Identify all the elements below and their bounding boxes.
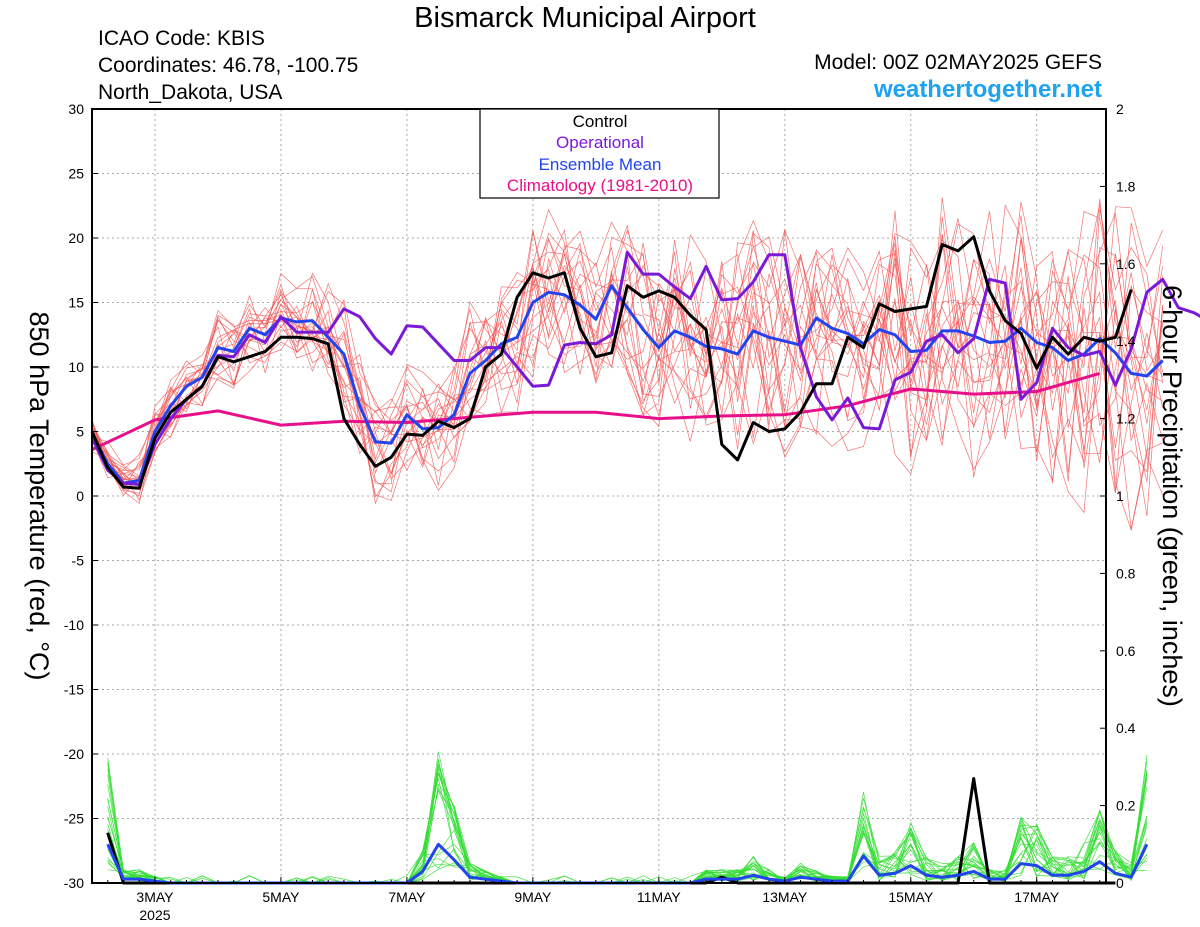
precip-member-line bbox=[107, 774, 1148, 884]
y-left-title: 850 hPa Temperature (red, °C) bbox=[24, 312, 54, 681]
region: North_Dakota, USA bbox=[98, 81, 283, 104]
temperature-series bbox=[90, 197, 1200, 532]
x-tick-label: 15MAY bbox=[888, 889, 934, 905]
x-tick-label: 7MAY bbox=[388, 889, 426, 905]
precip-member-line bbox=[107, 755, 1148, 884]
y-right-tick-label: 1.4 bbox=[1116, 333, 1136, 349]
y-left-tick-label: -30 bbox=[64, 875, 84, 891]
precip-series bbox=[106, 751, 1149, 885]
precip-member-line bbox=[107, 768, 1148, 884]
y-left-tick-label: -20 bbox=[64, 746, 84, 762]
coordinates: Coordinates: 46.78, -100.75 bbox=[98, 54, 359, 77]
y-right-tick-label: 1.2 bbox=[1116, 411, 1136, 427]
precip-member-line bbox=[107, 758, 1148, 884]
precip-member-line bbox=[107, 763, 1148, 884]
precip-member-line bbox=[107, 784, 1148, 884]
y-left-tick-label: 15 bbox=[68, 295, 84, 311]
precip-member-line bbox=[107, 789, 1148, 884]
y-left-tick-label: 20 bbox=[68, 230, 84, 246]
y-right-tick-label: 0.4 bbox=[1116, 720, 1136, 736]
icao-code: ICAO Code: KBIS bbox=[98, 27, 265, 50]
chart-title: Bismarck Municipal Airport bbox=[414, 2, 756, 34]
operational-temp-line bbox=[90, 250, 1200, 486]
x-tick-label: 17MAY bbox=[1014, 889, 1060, 905]
y-left-tick-label: -25 bbox=[64, 811, 84, 827]
y-right-tick-label: 0.2 bbox=[1116, 798, 1136, 814]
climatology-line bbox=[91, 371, 1101, 451]
precip-member-line bbox=[107, 771, 1147, 884]
legend-entry-operational: Operational bbox=[556, 133, 644, 152]
x-tick-sublabel: 2025 bbox=[139, 907, 170, 923]
legend-entry-ensemble-mean: Ensemble Mean bbox=[539, 155, 662, 174]
precip-member-line bbox=[107, 772, 1148, 884]
legend-entry-control: Control bbox=[573, 112, 628, 131]
precip-member-line bbox=[107, 783, 1148, 884]
control-temp-line bbox=[90, 235, 1133, 490]
precip-member-line bbox=[107, 769, 1148, 884]
precip-member-line bbox=[107, 760, 1148, 884]
y-right-tick-label: 1.8 bbox=[1116, 178, 1136, 194]
y-right-tick-label: 0.6 bbox=[1116, 643, 1136, 659]
legend: Control Operational Ensemble Mean Climat… bbox=[479, 108, 720, 199]
precip-member-line bbox=[107, 761, 1148, 884]
source-link[interactable]: weathertogether.net bbox=[873, 76, 1102, 103]
y-right-title: 6-hour Precipitation (green, inches) bbox=[1157, 285, 1187, 707]
y-left-tick-label: -15 bbox=[64, 682, 84, 698]
temp-member-line bbox=[91, 219, 1164, 486]
precip-member-line bbox=[107, 768, 1148, 884]
model-run: Model: 00Z 02MAY2025 GEFS bbox=[814, 51, 1102, 74]
temp-member-line bbox=[91, 210, 1164, 493]
axes: 302520151050-5-10-15-20-25-3021.81.61.41… bbox=[64, 101, 1136, 923]
legend-entry-climatology: Climatology (1981-2010) bbox=[507, 176, 693, 195]
precip-member-line bbox=[107, 751, 1148, 884]
temp-member-line bbox=[91, 229, 1164, 532]
x-tick-label: 13MAY bbox=[762, 889, 808, 905]
x-tick-label: 5MAY bbox=[262, 889, 300, 905]
y-left-tick-label: -10 bbox=[64, 617, 84, 633]
y-left-tick-label: 10 bbox=[68, 359, 84, 375]
y-right-tick-label: 1.6 bbox=[1116, 256, 1136, 272]
grid bbox=[92, 109, 1106, 883]
x-tick-label: 3MAY bbox=[136, 889, 174, 905]
x-tick-label: 9MAY bbox=[514, 889, 552, 905]
precip-member-line bbox=[107, 789, 1147, 884]
y-right-tick-label: 1 bbox=[1116, 488, 1124, 504]
y-left-tick-label: 25 bbox=[68, 166, 84, 182]
y-left-tick-label: 5 bbox=[76, 424, 84, 440]
temp-member-line bbox=[91, 222, 1164, 481]
y-left-tick-label: -5 bbox=[72, 553, 85, 569]
y-right-tick-label: 0 bbox=[1116, 875, 1124, 891]
y-right-tick-label: 2 bbox=[1116, 101, 1124, 117]
x-tick-label: 11MAY bbox=[637, 889, 681, 905]
precip-member-line bbox=[107, 757, 1148, 884]
ensemble-mean-temp-line bbox=[90, 284, 1164, 485]
precip-member-line bbox=[107, 764, 1148, 884]
y-right-tick-label: 0.8 bbox=[1116, 565, 1136, 581]
y-left-tick-label: 0 bbox=[76, 488, 84, 504]
y-left-tick-label: 30 bbox=[68, 101, 84, 117]
precip-member-line bbox=[107, 774, 1148, 884]
precip-member-line bbox=[107, 786, 1148, 884]
